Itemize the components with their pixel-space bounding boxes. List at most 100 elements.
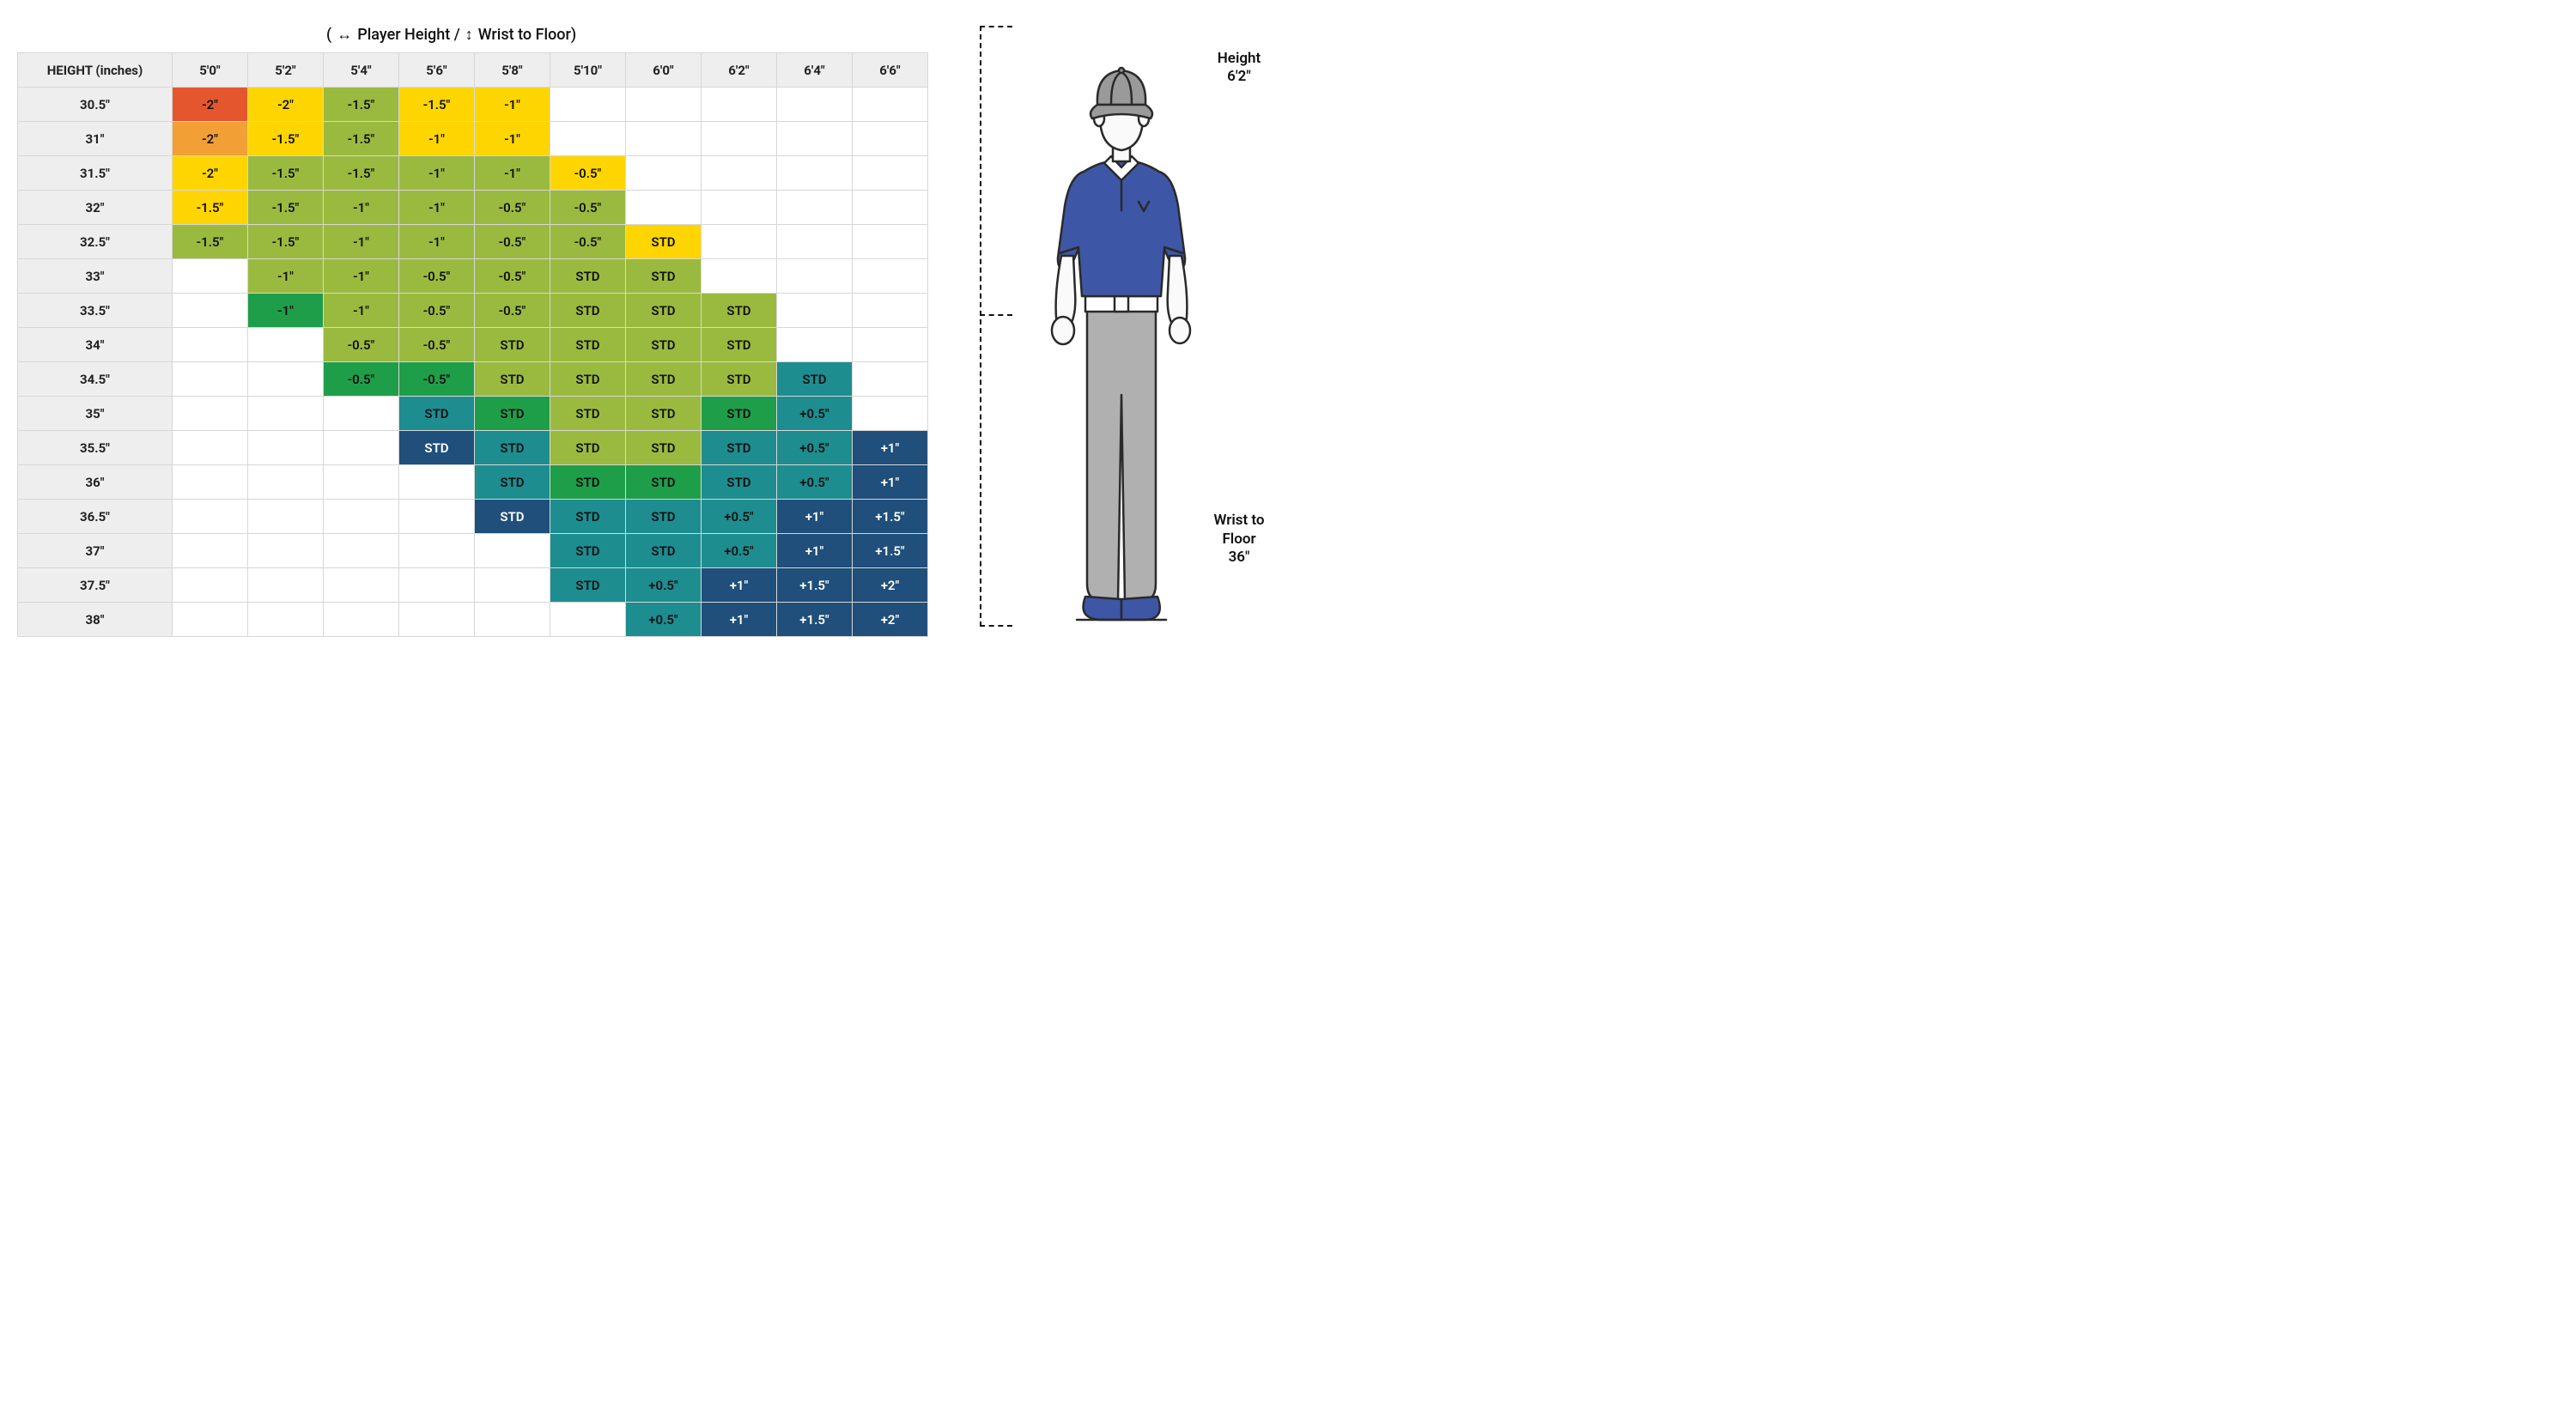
cell-value [853, 362, 927, 396]
table-cell: STD [626, 362, 702, 397]
table-cell: -0.5" [324, 362, 399, 397]
cell-value [248, 534, 323, 567]
cell-value [324, 465, 398, 499]
table-cell [853, 362, 928, 397]
cell-value: -1.5" [248, 156, 323, 190]
col-header: 5'6" [399, 53, 475, 88]
table-cell [777, 225, 853, 259]
row-header: 33" [18, 259, 173, 294]
table-cell [626, 191, 702, 225]
col-header: 6'4" [777, 53, 853, 88]
cell-value [475, 534, 550, 567]
table-cell: STD [550, 465, 626, 500]
table-cell: -1" [324, 259, 399, 294]
table-cell: STD [475, 397, 550, 431]
cell-value: STD [550, 568, 625, 602]
row-header: 35" [18, 397, 173, 431]
cell-value: -1.5" [399, 88, 474, 121]
table-cell [475, 534, 550, 568]
cell-value: -1.5" [324, 156, 398, 190]
table-cell: -0.5" [324, 328, 399, 362]
cell-value: -1" [399, 156, 474, 190]
cell-value [777, 88, 852, 121]
golfer-icon [1036, 34, 1207, 635]
table-cell: STD [702, 362, 777, 397]
col-header: 5'0" [173, 53, 248, 88]
table-cell [777, 156, 853, 191]
table-cell [626, 88, 702, 122]
cell-value: +1.5" [777, 603, 852, 636]
table-cell: STD [399, 431, 475, 465]
table-cell [550, 122, 626, 156]
table-cell [853, 122, 928, 156]
table-cell [248, 362, 324, 397]
table-cell: +1" [777, 500, 853, 534]
legend-player-height: Player Height / [357, 26, 460, 44]
cell-value: STD [702, 328, 776, 361]
table-cell: -1.5" [248, 225, 324, 259]
table-cell: STD [702, 397, 777, 431]
row-header: 35.5" [18, 431, 173, 465]
table-cell [777, 88, 853, 122]
table-cell: -2" [173, 122, 248, 156]
wrist-label: Wrist to Floor 36" [1205, 512, 1273, 567]
cell-value: -1" [475, 122, 550, 155]
table-cell: -1" [399, 225, 475, 259]
cell-value [853, 397, 927, 430]
cell-value: -2" [173, 88, 247, 121]
table-cell [173, 465, 248, 500]
table-cell [173, 534, 248, 568]
cell-value: STD [475, 465, 550, 499]
table-cell: +0.5" [702, 500, 777, 534]
cell-value: STD [626, 534, 701, 567]
fitting-table: HEIGHT (inches)5'0"5'2"5'4"5'6"5'8"5'10"… [17, 52, 928, 637]
col-header: 5'2" [248, 53, 324, 88]
wrist-label-text3: 36" [1205, 549, 1273, 567]
cell-value: -1.5" [248, 122, 323, 155]
row-header: 37" [18, 534, 173, 568]
cell-value: STD [550, 362, 625, 396]
legend-open-paren: ( [326, 26, 331, 44]
cell-value: +2" [853, 603, 927, 636]
table-cell: +0.5" [777, 431, 853, 465]
table-cell: STD [626, 294, 702, 328]
cell-value: +1" [702, 603, 776, 636]
table-cell: -1.5" [324, 88, 399, 122]
table-cell: -0.5" [550, 225, 626, 259]
row-header: 38" [18, 603, 173, 637]
table-cell [248, 431, 324, 465]
table-cell: -1.5" [173, 225, 248, 259]
table-cell: +1" [702, 603, 777, 637]
table-cell [853, 225, 928, 259]
table-cell: STD [626, 500, 702, 534]
col-header: 5'4" [324, 53, 399, 88]
cell-value: -0.5" [324, 362, 398, 396]
table-cell: STD [702, 465, 777, 500]
cell-value: -0.5" [550, 156, 625, 190]
height-label: Height 6'2" [1205, 50, 1273, 87]
table-cell [777, 122, 853, 156]
cell-value [626, 156, 701, 190]
cell-value [173, 259, 247, 293]
cell-value: STD [550, 465, 625, 499]
table-cell [173, 259, 248, 294]
cell-value [248, 603, 323, 636]
table-cell [777, 328, 853, 362]
table-cell: STD [475, 465, 550, 500]
table-cell [853, 294, 928, 328]
table-cell: +0.5" [626, 603, 702, 637]
table-cell [702, 191, 777, 225]
table-cell: STD [475, 362, 550, 397]
cell-value [626, 88, 701, 121]
cell-value: -1.5" [248, 225, 323, 258]
table-cell [853, 397, 928, 431]
table-cell [853, 88, 928, 122]
cell-value: -1" [248, 294, 323, 327]
cell-value: -0.5" [399, 259, 474, 293]
table-cell [475, 568, 550, 603]
row-header: 32.5" [18, 225, 173, 259]
cell-value: +0.5" [777, 465, 852, 499]
table-cell: -0.5" [475, 225, 550, 259]
wrist-label-text2: Floor [1205, 531, 1273, 549]
table-cell [324, 500, 399, 534]
